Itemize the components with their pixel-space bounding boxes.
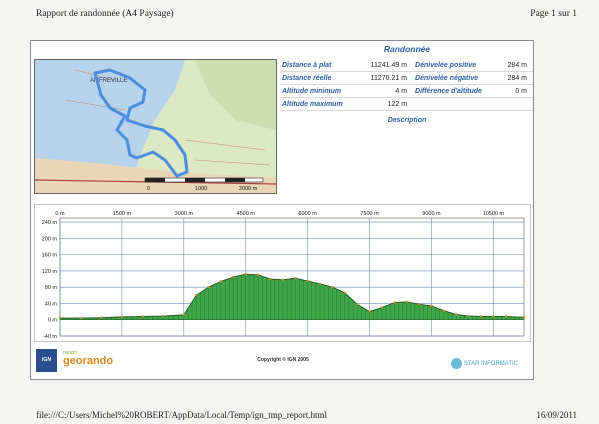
stat-label: Distance réelle: [280, 71, 359, 85]
stat-value: 0 m: [499, 84, 533, 98]
x-tick-label: 7500 m: [360, 211, 379, 217]
x-tick-label: 3000 m: [175, 211, 194, 217]
route-map[interactable]: AMFREVILLE 0 1000 2000 m: [34, 59, 277, 194]
copyright-text: Copyright © IGN 2005: [257, 357, 309, 363]
elevation-point: [479, 315, 483, 318]
river-area: [35, 60, 185, 193]
elevation-point: [442, 309, 446, 313]
elevation-point: [417, 303, 421, 306]
elevation-point: [232, 275, 235, 279]
file-path: file:///C:/Users/Michel%20ROBERT/AppData…: [36, 410, 328, 420]
report-sheet: AMFREVILLE 0 1000 2000 m Randonnée Dista…: [30, 40, 534, 380]
elevation-point: [244, 272, 247, 276]
elevation-profile-chart: 240 m 200 m 160 m 120 m 80 m 40 m 0 m -40 m 0 m 1…: [34, 204, 531, 342]
elevation-point: [161, 314, 165, 318]
print-date: 16/09/2011: [536, 410, 577, 420]
stat-value: 284 m: [499, 59, 533, 72]
elevation-point: [318, 282, 322, 286]
stat-label: Distance à plat: [280, 59, 359, 72]
description-label: Description: [387, 117, 427, 124]
elevation-point: [194, 294, 198, 297]
y-tick-label: 200 m: [42, 236, 58, 242]
elevation-point: [281, 278, 285, 282]
stat-value: [499, 97, 533, 111]
elevation-point: [454, 313, 458, 316]
x-tick-label: 10500 m: [483, 211, 505, 217]
town-area: [35, 158, 276, 193]
elevation-point: [430, 304, 433, 308]
elevation-point: [269, 277, 272, 281]
elevation-point: [79, 316, 82, 320]
stat-label: [413, 97, 500, 111]
elevation-point: [368, 310, 371, 313]
elevation-point: [207, 285, 210, 289]
stat-label: Dénivelée positive: [413, 59, 500, 72]
stat-value: 11241.49 m: [358, 59, 414, 72]
elevation-point: [492, 315, 495, 318]
elevation-point: [141, 315, 144, 318]
forest-area: [195, 60, 276, 130]
map-place-label: AMFREVILLE: [90, 78, 127, 84]
elevation-point: [355, 303, 359, 306]
elevation-point: [294, 276, 297, 280]
elevation-point: [380, 306, 384, 309]
y-tick-label: 0 m: [48, 318, 58, 324]
x-tick-label: 4500 m: [237, 211, 256, 217]
route-trace: [93, 68, 189, 178]
stat-value: 122 m: [358, 97, 414, 111]
page-number: Page 1 sur 1: [530, 9, 577, 19]
scale-label-2000: 2000 m: [239, 186, 258, 192]
star-informatic-icon: [450, 358, 462, 370]
elevation-point: [343, 291, 347, 295]
star-informatic-logo: STAR INFORMATIC: [450, 355, 518, 373]
elevation-point: [306, 279, 309, 283]
stat-value: 4 m: [358, 84, 414, 98]
footer-logos: IGN rando georando Copyright © IGN 2005 S…: [34, 346, 530, 378]
stat-label: Altitude minimum: [280, 84, 359, 98]
stat-label: Altitude maximum: [280, 97, 359, 111]
stats-row: Distance à plat 11241.49 m Dénivelée posit…: [280, 59, 533, 72]
elevation-point: [467, 314, 470, 318]
stats-table: Distance à plat 11241.49 m Dénivelée posit…: [280, 59, 533, 111]
report-title: Randonnée: [383, 44, 431, 54]
y-tick-label: -40 m: [43, 334, 57, 340]
topo-map-graphic: AMFREVILLE 0 1000 2000 m: [35, 60, 276, 193]
elevation-point: [219, 280, 223, 283]
elevation-point: [504, 315, 508, 318]
stat-value: 284 m: [499, 71, 533, 85]
stats-row: Distance réelle 11270.21 m Dénivelée négat…: [280, 71, 533, 85]
elevation-point: [331, 285, 334, 289]
stat-value: 11270.21 m: [358, 71, 414, 85]
elevation-point: [58, 316, 62, 320]
y-tick-label: 160 m: [42, 253, 58, 259]
elevation-point: [393, 301, 396, 304]
y-tick-label: 80 m: [45, 285, 58, 291]
stats-row: Altitude maximum 122 m: [280, 97, 533, 111]
ign-logo: IGN: [36, 349, 57, 372]
scale-label-1000: 1000: [195, 186, 207, 192]
x-tick-label: 1500 m: [113, 211, 132, 217]
x-tick-label: 0 m: [55, 211, 65, 217]
y-tick-label: 240 m: [42, 220, 58, 226]
y-tick-label: 120 m: [42, 269, 58, 275]
stat-label: Différence d'altitude: [413, 84, 500, 98]
elevation-point: [120, 315, 124, 319]
scale-label-0: 0: [147, 186, 150, 192]
elevation-point: [522, 316, 526, 319]
elevation-point: [100, 316, 103, 319]
stats-row: Altitude minimum 4 m Différence d'altitude…: [280, 84, 533, 98]
report-header-title: Rapport de randonnée (A4 Paysage): [36, 9, 174, 19]
x-tick-label: 9000 m: [422, 211, 441, 217]
elevation-point: [256, 273, 260, 277]
elevation-point: [182, 313, 186, 317]
stat-label: Dénivelée négative: [413, 71, 500, 85]
y-tick-label: 40 m: [45, 301, 58, 307]
georando-logo: rando georando: [63, 350, 114, 367]
elevation-point: [405, 300, 408, 304]
elevation-line: [60, 273, 525, 319]
x-tick-label: 6000 m: [298, 211, 317, 217]
